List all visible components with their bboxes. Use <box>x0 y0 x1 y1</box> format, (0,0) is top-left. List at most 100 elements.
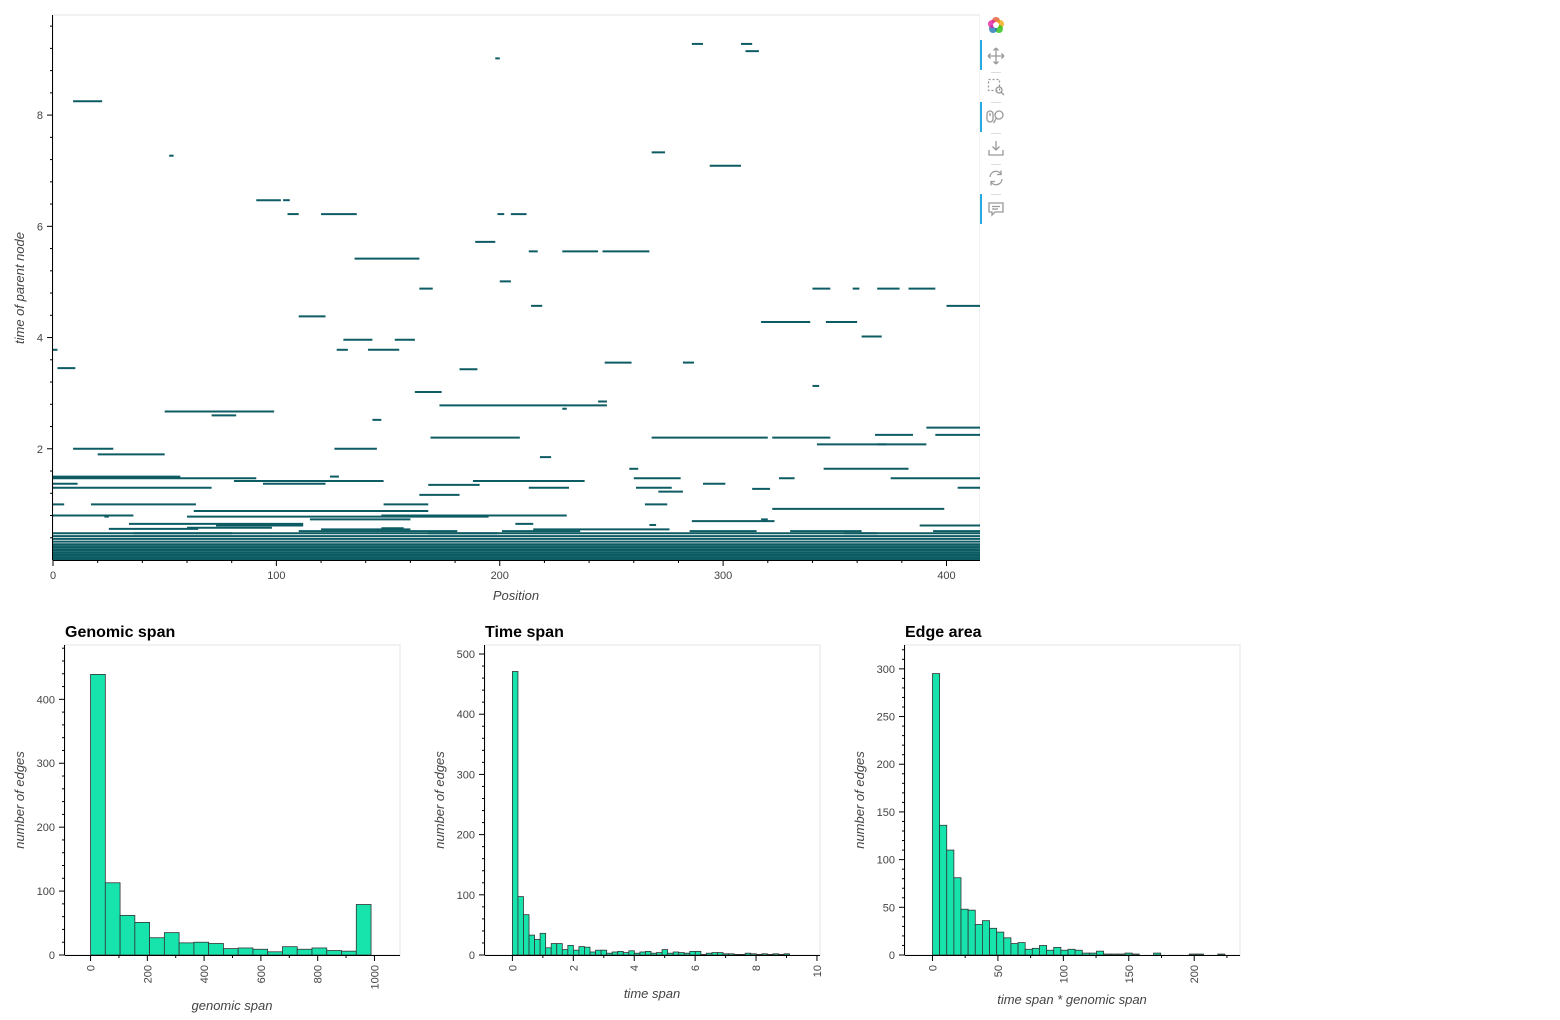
histogram-bar <box>700 953 707 956</box>
x-tick-label: 4 <box>629 965 641 971</box>
box-zoom-icon[interactable] <box>984 75 1008 99</box>
histogram-bar <box>622 952 630 956</box>
histogram-bar <box>694 950 702 956</box>
y-tick-label: 4 <box>37 333 43 345</box>
histogram-bar <box>633 952 641 956</box>
genomic-span-histogram[interactable]: Genomic span 0 200 400 600 800 1000 0 100 200 300… <box>0 615 420 1020</box>
edge-area-histogram[interactable]: Edge area 0 50 100 150 200 0 50 100 150 200 250 300… <box>840 615 1260 1020</box>
histogram-bar <box>1031 947 1040 956</box>
y-tick-label: 0 <box>469 950 475 962</box>
histogram-bar <box>1081 952 1090 956</box>
histogram-bar <box>163 932 180 956</box>
x-tick-label: 200 <box>142 965 154 983</box>
y-tick-label: 2 <box>37 444 43 456</box>
y-axis: 2 4 6 8 <box>37 15 53 560</box>
histogram-bar <box>974 924 983 956</box>
histogram-bar <box>1153 952 1162 956</box>
x-tick-label: 150 <box>1124 965 1136 983</box>
reset-icon[interactable] <box>984 166 1008 190</box>
histogram-bar <box>1188 953 1197 956</box>
histogram-bar <box>617 950 624 956</box>
histogram-bar <box>104 882 121 956</box>
histogram-bar <box>1195 953 1204 956</box>
histogram-bar <box>512 671 519 956</box>
histogram-bar <box>355 904 372 956</box>
histogram-bar <box>523 914 530 956</box>
histogram-bar <box>1039 945 1047 956</box>
chart-title: Genomic span <box>65 624 175 641</box>
histogram-bar <box>706 952 713 956</box>
edges-plot[interactable]: 0 100 200 300 400 2 4 6 8 Position time of pare… <box>0 0 980 610</box>
histogram-bar <box>628 950 635 956</box>
y-tick-label: 300 <box>457 769 475 781</box>
x-tick-label: 8 <box>751 965 763 971</box>
histogram-bars: 0 50 100 150 200 0 50 100 150 200 250 300 <box>877 645 1240 983</box>
bokeh-logo-icon[interactable] <box>984 13 1008 37</box>
x-tick-label: 0 <box>507 965 519 971</box>
histogram-bar <box>311 947 328 956</box>
y-tick-label: 300 <box>877 664 895 676</box>
histogram-bar <box>755 953 763 956</box>
y-axis-label: time of parent node <box>12 232 27 344</box>
y-tick-label: 200 <box>877 759 895 771</box>
histogram-bar <box>178 942 195 956</box>
y-tick-label: 50 <box>883 902 895 914</box>
x-tick-label: 600 <box>256 965 268 983</box>
histogram-bar <box>589 951 596 956</box>
histogram-bar <box>149 937 165 956</box>
x-axis-label: time span <box>624 986 680 1001</box>
histogram-bar <box>1110 953 1119 956</box>
plot-frame <box>484 644 821 956</box>
x-tick-label: 6 <box>690 965 702 971</box>
histogram-bar <box>1003 937 1012 956</box>
histogram-bars: 0 200 400 600 800 1000 0 100 200 300 400 <box>37 645 400 989</box>
x-tick-label: 400 <box>937 570 955 582</box>
plot-frame <box>64 644 401 956</box>
x-tick-label: 0 <box>927 965 939 971</box>
chart-title: Time span <box>485 624 564 641</box>
histogram-bar <box>1024 948 1033 956</box>
y-axis-label: number of edges <box>12 751 27 849</box>
histogram-bar <box>134 922 151 956</box>
save-icon[interactable] <box>984 136 1008 160</box>
histogram-bar <box>778 953 785 956</box>
histogram-bar <box>689 950 696 956</box>
histogram-bar <box>517 896 524 956</box>
histogram-bar <box>1103 953 1112 956</box>
histogram-bar <box>645 950 652 956</box>
wheel-zoom-icon[interactable] <box>984 105 1008 129</box>
histogram-bar <box>252 948 269 956</box>
histogram-bar <box>733 953 741 956</box>
histogram-bar <box>683 952 691 956</box>
x-tick-label: 2 <box>568 965 580 971</box>
pan-icon[interactable] <box>984 44 1008 68</box>
histogram-bar <box>1017 942 1026 956</box>
y-axis-label: number of edges <box>432 751 447 849</box>
x-tick-label: 800 <box>313 965 325 983</box>
y-tick-label: 250 <box>877 712 895 724</box>
histogram-bar <box>267 951 283 956</box>
histogram-bar <box>595 949 602 956</box>
histogram-bar <box>960 908 969 956</box>
y-tick-label: 6 <box>37 221 43 233</box>
histogram-bar <box>572 949 580 956</box>
histogram-bar <box>1096 950 1105 956</box>
histogram-bar <box>946 849 955 956</box>
histogram-bar <box>528 934 535 956</box>
histogram-bar <box>739 953 746 956</box>
x-tick-label: 1000 <box>369 965 381 989</box>
plot-toolbar <box>980 8 1016 238</box>
histogram-bar <box>1067 948 1076 956</box>
histogram-bar <box>728 953 735 956</box>
histogram-bar <box>711 952 718 956</box>
y-tick-label: 100 <box>877 855 895 867</box>
hover-icon[interactable] <box>984 197 1008 221</box>
edge-dense-band <box>53 543 980 560</box>
x-tick-label: 0 <box>50 570 56 582</box>
histogram-bar <box>1010 943 1019 956</box>
histogram-bar <box>1124 952 1133 956</box>
x-tick-label: 300 <box>714 570 732 582</box>
y-tick-label: 8 <box>37 110 43 122</box>
